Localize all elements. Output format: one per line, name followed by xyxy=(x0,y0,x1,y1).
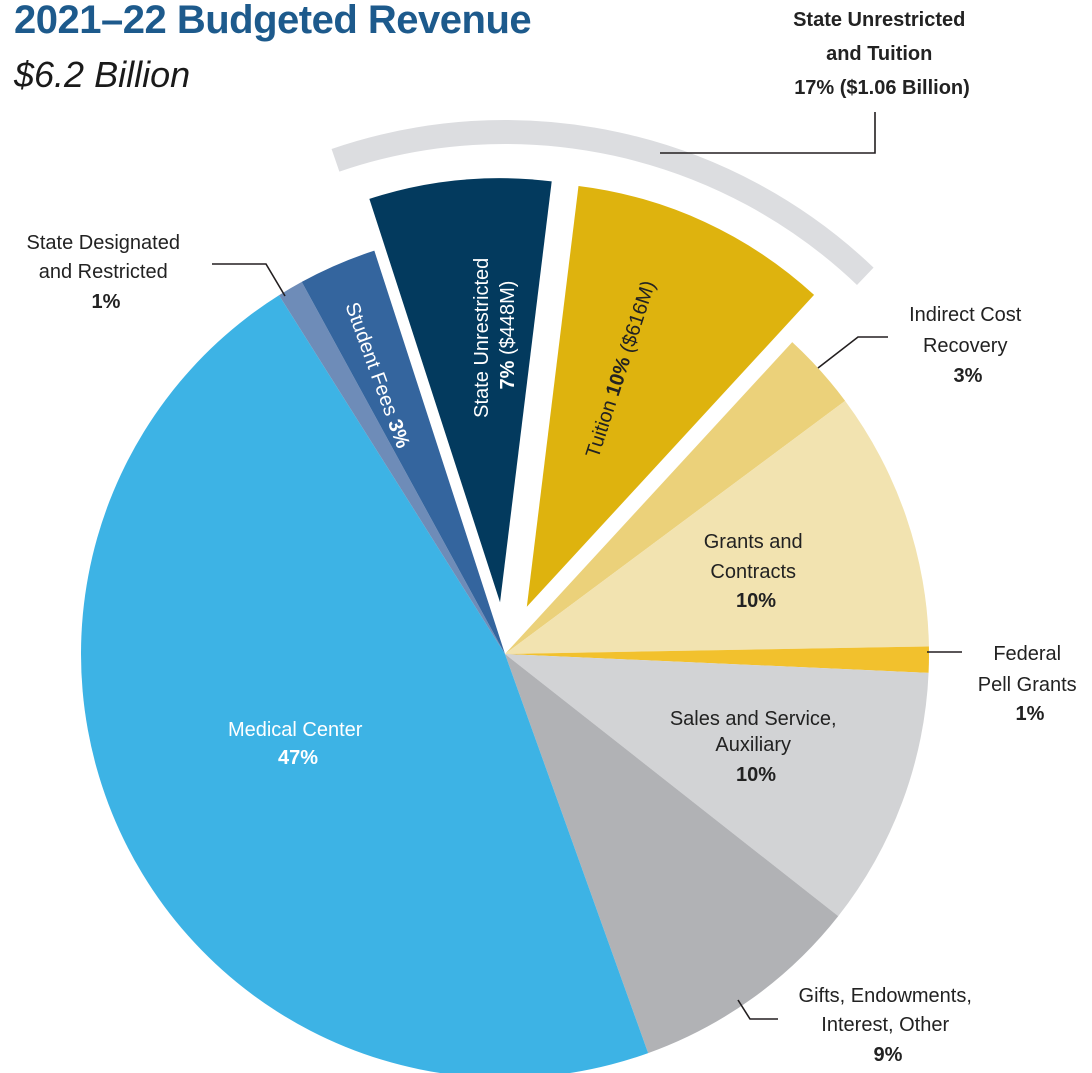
pell-slice-label: Federal Pell Grants 1% xyxy=(978,643,1083,725)
designated-leader-line xyxy=(212,263,286,297)
pie-slice-tuition xyxy=(526,185,815,607)
leader-lines xyxy=(212,112,962,1020)
pell-label-line-2: Pell Grants xyxy=(978,674,1077,696)
pie-slice-indirect xyxy=(505,342,846,654)
sales-label-line-2: Auxiliary xyxy=(715,734,791,756)
indirect-label-line-2: Recovery xyxy=(923,335,1007,357)
pell-label-pct: 1% xyxy=(1016,703,1045,725)
pie-slice-designated xyxy=(279,281,505,654)
callout-label: State Unrestricted and Tuition 17% ($1.0… xyxy=(793,9,971,99)
stateunr-label-pct: 7% xyxy=(497,360,519,389)
designated-label-pct: 1% xyxy=(92,291,121,313)
medical-label-line-1: Medical Center xyxy=(228,719,363,741)
callout-line-2: and Tuition xyxy=(826,43,932,65)
sales-label-pct: 10% xyxy=(736,764,776,786)
chart-title: 2021–22 Budgeted Revenue xyxy=(14,0,532,42)
pie-slice-stateunr xyxy=(369,178,552,603)
pell-label-line-1: Federal xyxy=(993,643,1061,665)
sales-label-line-1: Sales and Service, xyxy=(670,708,837,730)
pie-slice-medical xyxy=(81,295,649,1073)
chart-subtitle: $6.2 Billion xyxy=(14,54,191,95)
gifts-label-line-2: Interest, Other xyxy=(821,1014,949,1036)
callout-bracket-arc xyxy=(331,120,874,285)
designated-label-line-1: State Designated xyxy=(27,232,180,254)
gifts-slice-label: Gifts, Endowments, Interest, Other 9% xyxy=(799,985,978,1066)
medical-slice-label: Medical Center 47% xyxy=(228,719,368,769)
pie-slice-grants xyxy=(505,400,929,654)
stateunr-slice-label: State Unrestricted 7% ($448M) xyxy=(471,252,519,418)
stateunr-label-name: State Unrestricted xyxy=(471,258,493,418)
designated-slice-label: State Designated and Restricted 1% xyxy=(27,232,186,313)
pie-slice-fees xyxy=(301,250,505,654)
indirect-label-line-1: Indirect Cost xyxy=(909,304,1022,326)
callout-line-3: 17% ($1.06 Billion) xyxy=(794,77,970,99)
indirect-slice-label: Indirect Cost Recovery 3% xyxy=(909,304,1027,387)
grants-label-pct: 10% xyxy=(736,590,776,612)
designated-label-line-2: and Restricted xyxy=(39,261,168,283)
callout-line-1: State Unrestricted xyxy=(793,9,965,31)
indirect-label-pct: 3% xyxy=(954,365,983,387)
sales-slice-label: Sales and Service, Auxiliary 10% xyxy=(670,708,842,786)
pie-slice-gifts xyxy=(505,654,839,1054)
grants-label-line-1: Grants and xyxy=(704,531,803,553)
pie-slice-sales xyxy=(505,654,929,917)
medical-label-pct: 47% xyxy=(278,747,318,769)
pie-slices xyxy=(81,178,929,1073)
gifts-label-pct: 9% xyxy=(874,1044,903,1066)
grants-label-line-2: Contracts xyxy=(710,561,796,583)
grants-slice-label: Grants and Contracts 10% xyxy=(704,531,809,612)
stateunr-label-amount: ($448M) xyxy=(497,281,519,355)
callout-leader-line xyxy=(660,112,876,154)
pie-slice-pell xyxy=(505,646,929,673)
gifts-leader-line xyxy=(737,999,778,1020)
gifts-label-line-1: Gifts, Endowments, xyxy=(799,985,972,1007)
indirect-leader-line xyxy=(817,336,888,369)
